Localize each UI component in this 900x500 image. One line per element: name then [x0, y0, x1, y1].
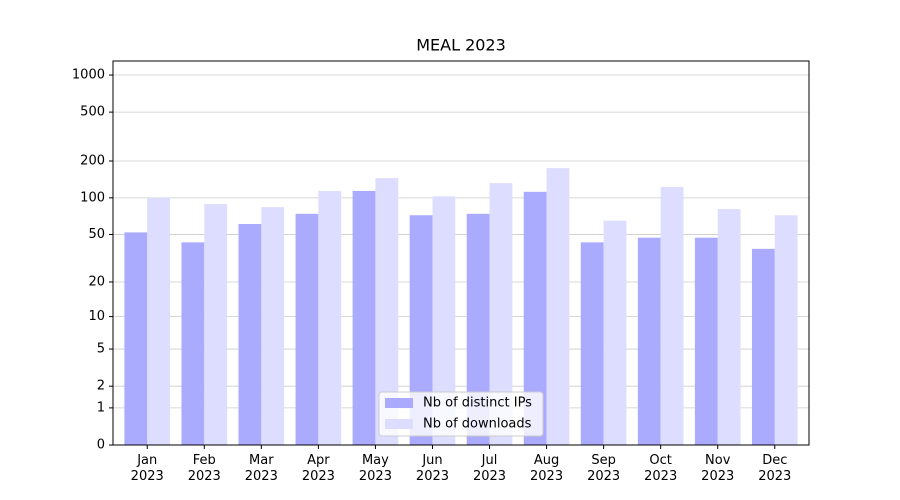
y-tick-label: 10 [88, 309, 105, 324]
bar [238, 223, 262, 445]
bar [352, 190, 376, 445]
y-tick-label: 5 [97, 342, 105, 357]
bar [318, 190, 342, 445]
bar [774, 215, 798, 445]
bar [751, 248, 775, 445]
y-tick-label: 1 [97, 400, 105, 415]
plot-frame [112, 60, 810, 446]
bar [261, 207, 285, 445]
bar [489, 183, 513, 445]
x-tick-label: Mar 2023 [244, 453, 278, 484]
y-tick-label: 200 [80, 154, 105, 169]
bar [717, 209, 741, 445]
bar [694, 237, 718, 445]
chart-title: MEAL 2023 [416, 36, 506, 55]
x-tick-label: Dec 2023 [758, 453, 792, 484]
legend-swatch [385, 419, 413, 429]
y-tick-label: 0 [97, 438, 105, 453]
bar [147, 197, 171, 445]
bar [124, 232, 148, 445]
bar [181, 242, 205, 445]
x-tick-label: Jun 2023 [415, 453, 450, 484]
legend-box [378, 391, 544, 437]
bar [523, 191, 547, 445]
bar [546, 168, 570, 446]
legend: Nb of distinct IPs Nb of downloads [378, 391, 544, 437]
x-tick-label: Nov 2023 [701, 453, 735, 484]
x-tick-label: Jan 2023 [130, 453, 164, 484]
x-tick-label: Jul 2023 [472, 453, 507, 484]
bar [204, 204, 228, 445]
y-tick-label: 100 [80, 190, 105, 205]
x-tick-label: May 2023 [358, 453, 392, 484]
y-tick-label: 2 [97, 379, 105, 394]
x-tick-label: Oct 2023 [644, 453, 678, 484]
bar [603, 220, 627, 445]
y-tick-label: 50 [88, 227, 105, 242]
bar [432, 196, 456, 445]
bar [660, 186, 684, 446]
bar [295, 213, 319, 445]
x-tick-label: Aug 2023 [530, 453, 564, 484]
bar [375, 178, 399, 446]
x-tick-label: Sep 2023 [587, 453, 621, 484]
y-tick-label: 20 [88, 274, 105, 289]
bar [466, 213, 490, 445]
x-tick-label: Apr 2023 [301, 453, 335, 484]
y-tick-label: 500 [80, 105, 105, 120]
bar [580, 242, 604, 445]
x-tick-label: Feb 2023 [187, 453, 221, 484]
y-tick-label: 1000 [72, 68, 105, 83]
legend-swatch [385, 398, 413, 408]
legend-label: Nb of distinct IPs [423, 396, 532, 411]
bar [409, 215, 433, 445]
bar [637, 237, 661, 445]
legend-label: Nb of downloads [423, 417, 532, 432]
